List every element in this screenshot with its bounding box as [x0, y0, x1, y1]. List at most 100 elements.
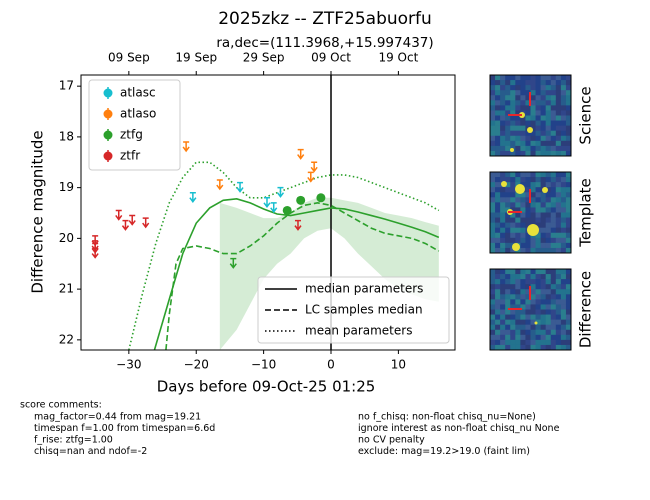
cutout-pixel	[520, 105, 526, 111]
cutout-pixel	[550, 177, 557, 183]
cutout-pixel	[495, 334, 501, 341]
cutout-pixel	[550, 207, 557, 213]
cutout-pixel	[495, 90, 501, 96]
cutout-pixel	[560, 207, 567, 213]
cutout-pixel	[515, 274, 521, 280]
cutout-pixel	[515, 75, 521, 81]
cutout-pixel	[550, 334, 557, 341]
cutout-pixel	[550, 269, 557, 275]
cutout-pixel	[520, 294, 526, 300]
cutout-pixel	[540, 274, 546, 280]
cutout-pixel	[540, 314, 546, 320]
comment-line: no CV penalty	[358, 435, 425, 446]
upper-limit	[294, 219, 302, 231]
cutout-pixel	[500, 192, 506, 198]
cutout-pixel	[555, 100, 562, 106]
cutout-pixel	[560, 247, 567, 253]
comment-line: ignore interest as non-float chisq_nu No…	[358, 423, 560, 434]
cutout-pixel	[515, 304, 521, 310]
cutout-pixel	[530, 269, 536, 275]
cutout-pixel	[520, 100, 526, 106]
data-point	[316, 193, 326, 203]
cutout-pixel	[495, 299, 501, 305]
cutout-pixel	[505, 242, 511, 249]
cutout-pixel	[560, 279, 567, 285]
cutout-pixel	[560, 145, 567, 152]
cutout-pixel	[515, 217, 521, 223]
cutout-pixel	[515, 145, 521, 152]
cutout-pixel	[550, 247, 557, 253]
legend-label: mean parameters	[305, 324, 412, 338]
cutout-pixel	[525, 85, 531, 91]
cutout-pixel	[530, 247, 536, 253]
cutout-pixel	[560, 202, 567, 208]
cutout-pixel	[495, 304, 501, 310]
upper-limit	[91, 247, 99, 259]
cutout-pixel	[550, 299, 557, 305]
cutout-pixel	[515, 125, 521, 131]
cutout-pixel	[490, 222, 496, 228]
uncertainty-band	[219, 197, 439, 350]
cutout-pixel	[540, 232, 546, 239]
cutout-pixel	[505, 182, 511, 188]
cutout-pixel	[540, 80, 546, 86]
upper-limit	[115, 209, 123, 221]
cutout-pixel	[525, 192, 531, 198]
cutout-pixel	[545, 284, 552, 290]
cutout-pixel	[510, 150, 516, 156]
cutout-pixel	[500, 95, 506, 101]
cutout-pixel	[490, 294, 496, 300]
cutout-pixel	[500, 100, 506, 106]
cutout-pixel	[540, 237, 546, 244]
cutout-pixel	[530, 130, 536, 137]
cutout-pixel	[535, 135, 541, 142]
cutout-pixel	[565, 80, 571, 86]
cutout-pixel	[490, 319, 496, 325]
cutout-pixel	[490, 90, 496, 96]
cutout-pixel	[490, 145, 496, 152]
cutout-pixel	[565, 145, 571, 152]
cutout-pixel	[550, 329, 557, 336]
cutout-pixel	[555, 304, 562, 310]
cutout-pixel	[505, 192, 511, 198]
cutout-pixel	[545, 130, 552, 137]
cutout-pixel	[490, 299, 496, 305]
cutout-pixel	[555, 145, 562, 152]
cutout-pixel	[510, 319, 516, 325]
cutout-pixel	[540, 217, 546, 223]
cutout-pixel	[490, 110, 496, 116]
cutout-pixel	[545, 222, 552, 228]
upper-limit	[270, 202, 278, 214]
cutout-pixel	[565, 237, 571, 244]
cutout-pixel	[490, 130, 496, 137]
cutout-pixel	[540, 95, 546, 101]
chart-subtitle: ra,dec=(111.3968,+15.997437)	[216, 35, 433, 51]
cutout-pixel	[515, 309, 521, 315]
cutout-pixel	[560, 294, 567, 300]
cutout-pixel	[510, 227, 516, 234]
cutout-pixel	[525, 232, 531, 239]
cutout-pixel	[545, 110, 552, 116]
cutout-pixel	[505, 130, 511, 137]
cutout-pixel	[540, 145, 546, 152]
y-axis-label: Difference magnitude	[29, 130, 47, 293]
cutout-pixel	[540, 100, 546, 106]
cutout-pixel	[555, 339, 562, 346]
cutout-pixel	[490, 309, 496, 315]
cutout-pixel	[495, 237, 501, 244]
cutout-pixel	[530, 319, 536, 325]
cutout-pixel	[490, 85, 496, 91]
cutout-pixel	[525, 140, 531, 147]
cutout-pixel	[535, 182, 541, 188]
cutout-pixel	[540, 115, 546, 121]
cutout-pixel	[525, 182, 531, 188]
cutout-pixel	[555, 140, 562, 147]
cutout-pixel	[510, 232, 516, 239]
cutout-pixel	[495, 269, 501, 275]
cutout-pixel	[555, 80, 562, 86]
cutout-pixel	[540, 344, 546, 350]
cutout-pixel	[550, 202, 557, 208]
upper-limit	[182, 141, 190, 153]
cutout-pixel	[500, 207, 506, 213]
cutout-pixel	[520, 242, 526, 249]
